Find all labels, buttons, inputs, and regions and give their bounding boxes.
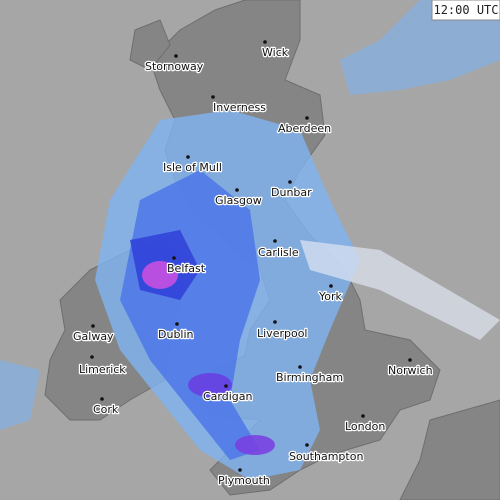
city-dot [361, 414, 365, 418]
city-dot [288, 180, 292, 184]
echo-light [0, 360, 40, 430]
city-dot [224, 384, 228, 388]
city-dot [100, 397, 104, 401]
timestamp: 12:00 UTC [433, 3, 498, 17]
city-label: Carlisle [258, 246, 299, 259]
city-dot [273, 239, 277, 243]
city-dot [174, 54, 178, 58]
city-dot [238, 468, 242, 472]
city-label: Norwich [388, 364, 433, 377]
city-label: Galway [73, 330, 114, 343]
city-label: Cork [93, 403, 119, 416]
city-label: Isle of Mull [163, 161, 222, 174]
city-labels: Stornoway Wick Inverness Aberdeen Isle of Mu… [72, 40, 434, 488]
city-label: London [345, 420, 385, 433]
city-label: Wick [262, 46, 289, 59]
city-label: Aberdeen [278, 122, 331, 135]
city-label: York [318, 290, 343, 303]
city-dot [172, 256, 176, 260]
city-label: Limerick [79, 363, 126, 376]
city-dot [305, 443, 309, 447]
city-dot [273, 320, 277, 324]
city-dot [263, 40, 267, 44]
city-label: Liverpool [257, 327, 307, 340]
city-dot [90, 355, 94, 359]
city-label: Dublin [158, 328, 194, 341]
city-label: Birmingham [276, 371, 343, 384]
city-label: Southampton [289, 450, 363, 463]
city-dot [175, 322, 179, 326]
timestamp-box [431, 0, 500, 21]
city-label: Cardigan [203, 390, 253, 403]
radar-echoes [0, 0, 500, 480]
echo-light [340, 0, 500, 95]
city-label: Belfast [167, 262, 206, 275]
hebrides [129, 19, 171, 71]
city-dot [305, 116, 309, 120]
echo-heavy [235, 435, 275, 455]
city-label: Dunbar [271, 186, 312, 199]
city-label: Inverness [213, 101, 266, 114]
city-label: Stornoway [145, 60, 204, 73]
city-dot [298, 365, 302, 369]
city-dot [186, 155, 190, 159]
continent [399, 399, 500, 500]
city-label: Glasgow [215, 194, 262, 207]
city-dot [235, 188, 239, 192]
city-dot [408, 358, 412, 362]
echo-heavy [188, 373, 232, 397]
echo-trace [300, 240, 500, 340]
city-label: Plymouth [218, 474, 270, 487]
city-dot [211, 95, 215, 99]
city-dot [329, 284, 333, 288]
echo-intense [142, 261, 178, 289]
city-dot [91, 324, 95, 328]
